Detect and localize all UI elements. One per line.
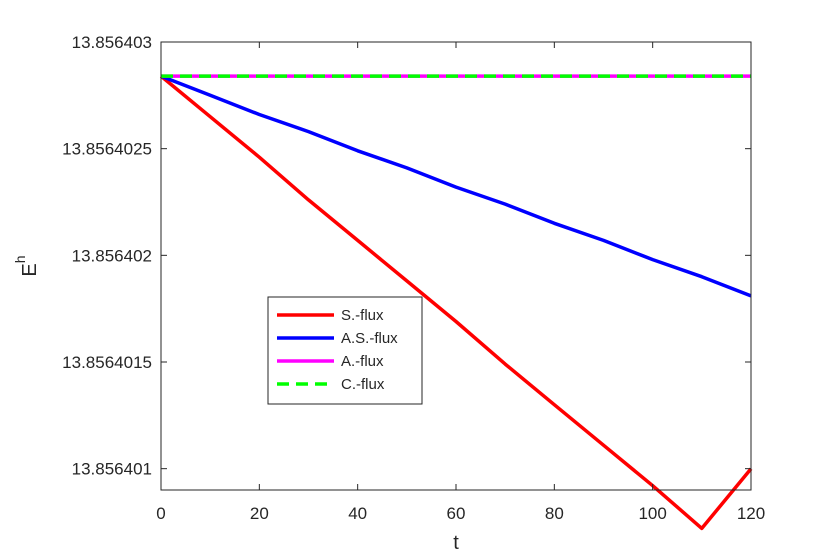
legend-label: A.S.-flux <box>341 330 398 347</box>
legend-label: A.-flux <box>341 353 384 370</box>
legend-label: C.-flux <box>341 376 385 393</box>
y-tick-label: 13.856402 <box>72 246 152 265</box>
plot-background <box>161 42 751 490</box>
y-tick-label: 13.8564015 <box>62 353 152 372</box>
y-tick-label: 13.8564025 <box>62 140 152 159</box>
y-axis-title-superscript: h <box>12 255 28 263</box>
x-tick-label: 0 <box>156 504 165 523</box>
legend-items: S.-flux A.S.-flux A.-flux C.-flux <box>277 307 398 393</box>
x-tick-label: 40 <box>348 504 367 523</box>
legend: S.-flux A.S.-flux A.-flux C.-flux <box>267 296 423 405</box>
y-axis-title-main: E <box>19 263 41 276</box>
series-line <box>160 74 752 298</box>
ticks-layer <box>160 41 752 490</box>
x-axis-title: t <box>453 532 459 554</box>
legend-label: S.-flux <box>341 307 384 324</box>
y-axis-title: Eh <box>12 255 41 276</box>
tick-labels-layer: 0 20 40 60 80 100 120 13.856401 13.8564015 13.856… <box>62 33 765 523</box>
y-tick-label: 13.856401 <box>72 460 152 479</box>
x-tick-label: 100 <box>638 504 666 523</box>
x-tick-label: 120 <box>737 504 765 523</box>
x-tick-label: 20 <box>250 504 269 523</box>
x-tick-label: 60 <box>447 504 466 523</box>
x-tick-label: 80 <box>545 504 564 523</box>
svg-text:Eh: Eh <box>12 255 41 276</box>
y-tick-label: 13.856403 <box>72 33 152 52</box>
